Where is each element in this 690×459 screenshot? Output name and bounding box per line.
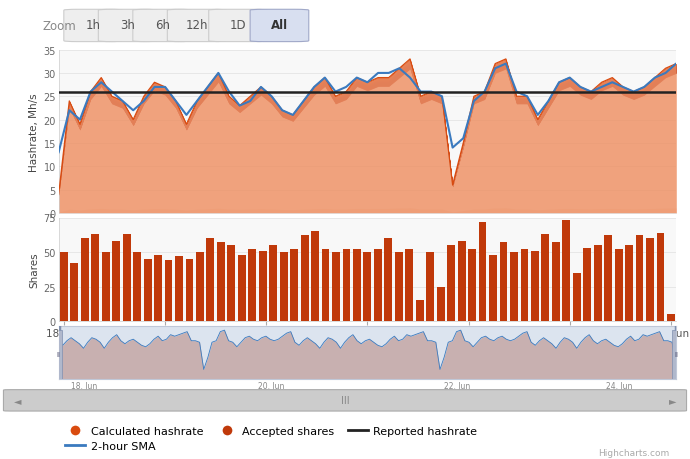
Bar — [562, 221, 570, 321]
FancyBboxPatch shape — [167, 10, 226, 43]
Bar — [416, 301, 424, 321]
Text: ►: ► — [669, 396, 676, 405]
FancyBboxPatch shape — [133, 10, 191, 43]
Bar — [469, 250, 476, 321]
Bar — [520, 250, 529, 321]
Bar — [374, 250, 382, 321]
Text: 24. Jun: 24. Jun — [606, 381, 632, 390]
Bar — [301, 236, 308, 321]
FancyBboxPatch shape — [99, 10, 157, 43]
Bar — [133, 252, 141, 321]
Y-axis label: Shares: Shares — [29, 252, 39, 287]
Text: 1h: 1h — [86, 19, 101, 32]
Bar — [55, 330, 62, 379]
Bar — [573, 273, 581, 321]
Text: Zoom: Zoom — [42, 20, 76, 33]
Text: 6h: 6h — [155, 19, 170, 32]
Bar — [646, 239, 654, 321]
Bar — [510, 252, 518, 321]
Bar — [405, 250, 413, 321]
Bar — [228, 246, 235, 321]
Bar — [279, 252, 288, 321]
Bar — [238, 255, 246, 321]
FancyBboxPatch shape — [64, 10, 123, 43]
Legend: Calculated hashrate, 2-hour SMA, Accepted shares, Reported hashrate: Calculated hashrate, 2-hour SMA, Accepte… — [61, 421, 482, 455]
Text: II: II — [57, 352, 61, 358]
Text: 20. Jun: 20. Jun — [257, 381, 284, 390]
Bar — [290, 250, 298, 321]
Bar — [657, 233, 664, 321]
Bar — [594, 246, 602, 321]
FancyBboxPatch shape — [3, 390, 687, 411]
Bar — [542, 235, 549, 321]
Bar — [625, 246, 633, 321]
Bar — [81, 239, 89, 321]
Bar — [667, 314, 675, 321]
Bar — [395, 252, 403, 321]
Bar — [615, 250, 622, 321]
Text: 1D: 1D — [230, 19, 246, 32]
Bar — [186, 259, 193, 321]
Y-axis label: Hashrate, Mh/s: Hashrate, Mh/s — [29, 93, 39, 171]
Bar — [673, 330, 680, 379]
Bar — [154, 255, 162, 321]
Bar — [384, 239, 393, 321]
Bar — [175, 257, 183, 321]
Bar — [248, 250, 256, 321]
Bar — [552, 243, 560, 321]
Bar — [196, 252, 204, 321]
FancyBboxPatch shape — [208, 10, 267, 43]
Bar — [457, 241, 466, 321]
Bar — [437, 287, 444, 321]
Bar — [144, 259, 152, 321]
Bar — [583, 248, 591, 321]
Bar — [165, 261, 172, 321]
Bar — [500, 243, 507, 321]
Bar — [259, 251, 266, 321]
Bar — [91, 235, 99, 321]
Text: 18. Jun: 18. Jun — [71, 381, 97, 390]
Bar — [426, 252, 434, 321]
Bar — [70, 263, 78, 321]
Bar — [635, 236, 644, 321]
Bar — [342, 250, 351, 321]
FancyBboxPatch shape — [250, 10, 309, 43]
Text: III: III — [341, 396, 349, 405]
Bar — [123, 235, 130, 321]
Text: 22. Jun: 22. Jun — [444, 381, 471, 390]
Bar — [332, 252, 340, 321]
Bar — [322, 250, 330, 321]
Bar — [364, 252, 371, 321]
Bar — [269, 246, 277, 321]
Bar — [217, 243, 225, 321]
Text: II: II — [674, 352, 678, 358]
Bar — [479, 222, 486, 321]
Text: Highcharts.com: Highcharts.com — [598, 448, 669, 457]
Bar — [604, 236, 612, 321]
Bar — [531, 251, 539, 321]
Text: 12h: 12h — [186, 19, 208, 32]
Bar — [112, 241, 120, 321]
Text: 3h: 3h — [120, 19, 135, 32]
Text: All: All — [271, 19, 288, 32]
Bar — [311, 232, 319, 321]
Bar — [489, 255, 497, 321]
Bar — [102, 252, 110, 321]
Bar — [447, 246, 455, 321]
Bar — [60, 252, 68, 321]
Text: ◄: ◄ — [14, 396, 21, 405]
Bar — [353, 250, 361, 321]
Bar — [206, 239, 215, 321]
